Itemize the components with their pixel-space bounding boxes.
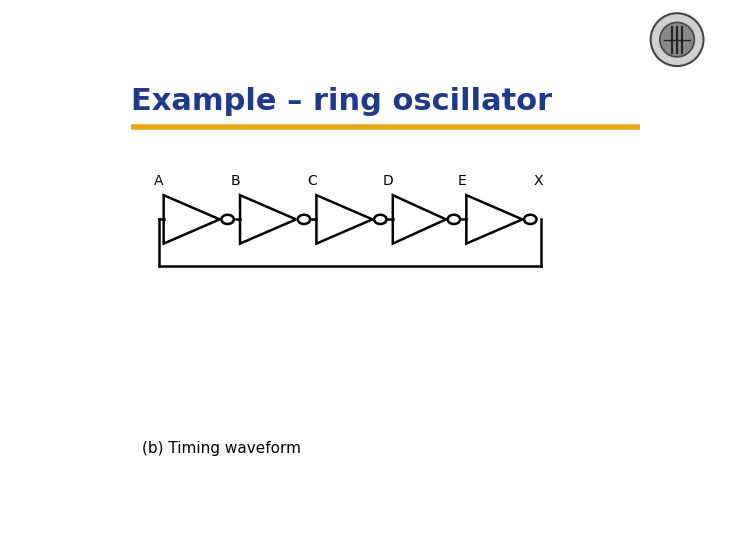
Circle shape <box>221 215 234 224</box>
Text: D: D <box>383 173 393 188</box>
Circle shape <box>524 215 537 224</box>
Text: B: B <box>231 173 240 188</box>
Text: C: C <box>307 173 317 188</box>
Text: (b) Timing waveform: (b) Timing waveform <box>142 441 301 456</box>
Text: E: E <box>458 173 466 188</box>
Text: X: X <box>534 173 543 188</box>
Circle shape <box>660 22 694 57</box>
Circle shape <box>374 215 387 224</box>
Circle shape <box>650 13 704 66</box>
Circle shape <box>298 215 310 224</box>
Circle shape <box>447 215 460 224</box>
Text: Example – ring oscillator: Example – ring oscillator <box>131 87 552 116</box>
Text: A: A <box>154 173 164 188</box>
